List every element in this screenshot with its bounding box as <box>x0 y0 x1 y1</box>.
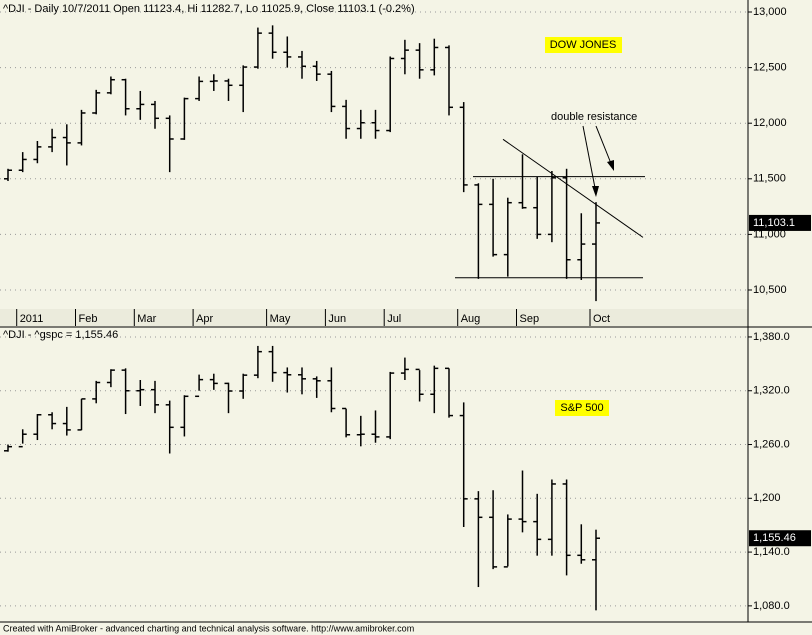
note: double resistance <box>551 111 637 123</box>
annotation: DOW JONES <box>550 39 617 51</box>
annotation-box <box>545 37 622 53</box>
y-tick-label: 1,320.0 <box>753 385 790 397</box>
arrow <box>595 125 613 167</box>
y-tick-label: 12,500 <box>753 62 787 74</box>
x-tick-label: Aug <box>461 313 481 325</box>
x-tick-label: Feb <box>79 313 98 325</box>
footer: Created with AmiBroker - advanced charti… <box>3 623 414 633</box>
last-value-box <box>749 530 811 547</box>
arrow-head <box>607 160 614 171</box>
x-tick-label: Mar <box>137 313 156 325</box>
annotation-box <box>555 400 609 416</box>
x-tick-label: Apr <box>196 313 213 325</box>
trend-line <box>502 138 644 238</box>
x-tick-label: Sep <box>520 313 540 325</box>
y-tick-label: 10,500 <box>753 284 787 296</box>
x-tick-label: Jun <box>328 313 346 325</box>
last-value-label: 1,155.46 <box>753 532 796 544</box>
x-tick-label: 2011 <box>20 313 44 325</box>
y-tick-label: 12,000 <box>753 117 787 129</box>
y-tick-label: 1,080.0 <box>753 600 790 612</box>
y-tick-label: 11,000 <box>753 228 786 240</box>
last-value-box <box>749 214 811 231</box>
panel-title: ^DJI - ^gspc = 1,155.46 <box>3 329 118 341</box>
last-value-label: 11,103.1 <box>753 217 795 229</box>
arrow <box>582 125 597 194</box>
x-axis-strip <box>0 309 748 326</box>
y-tick-label: 1,140.0 <box>753 546 790 558</box>
y-tick-label: 11,500 <box>753 173 786 185</box>
y-tick-label: 1,200 <box>753 492 781 504</box>
y-tick-label: 1,260.0 <box>753 438 790 450</box>
arrow-head <box>592 186 599 197</box>
panel-title: ^DJI - Daily 10/7/2011 Open 11123.4, Hi … <box>3 3 415 15</box>
y-tick-label: 1,380.0 <box>753 331 790 343</box>
x-tick-label: Jul <box>387 313 401 325</box>
x-tick-label: May <box>270 313 291 325</box>
y-tick-label: 13,000 <box>753 6 787 18</box>
annotation: S&P 500 <box>560 402 603 414</box>
x-tick-label: Oct <box>593 313 610 325</box>
